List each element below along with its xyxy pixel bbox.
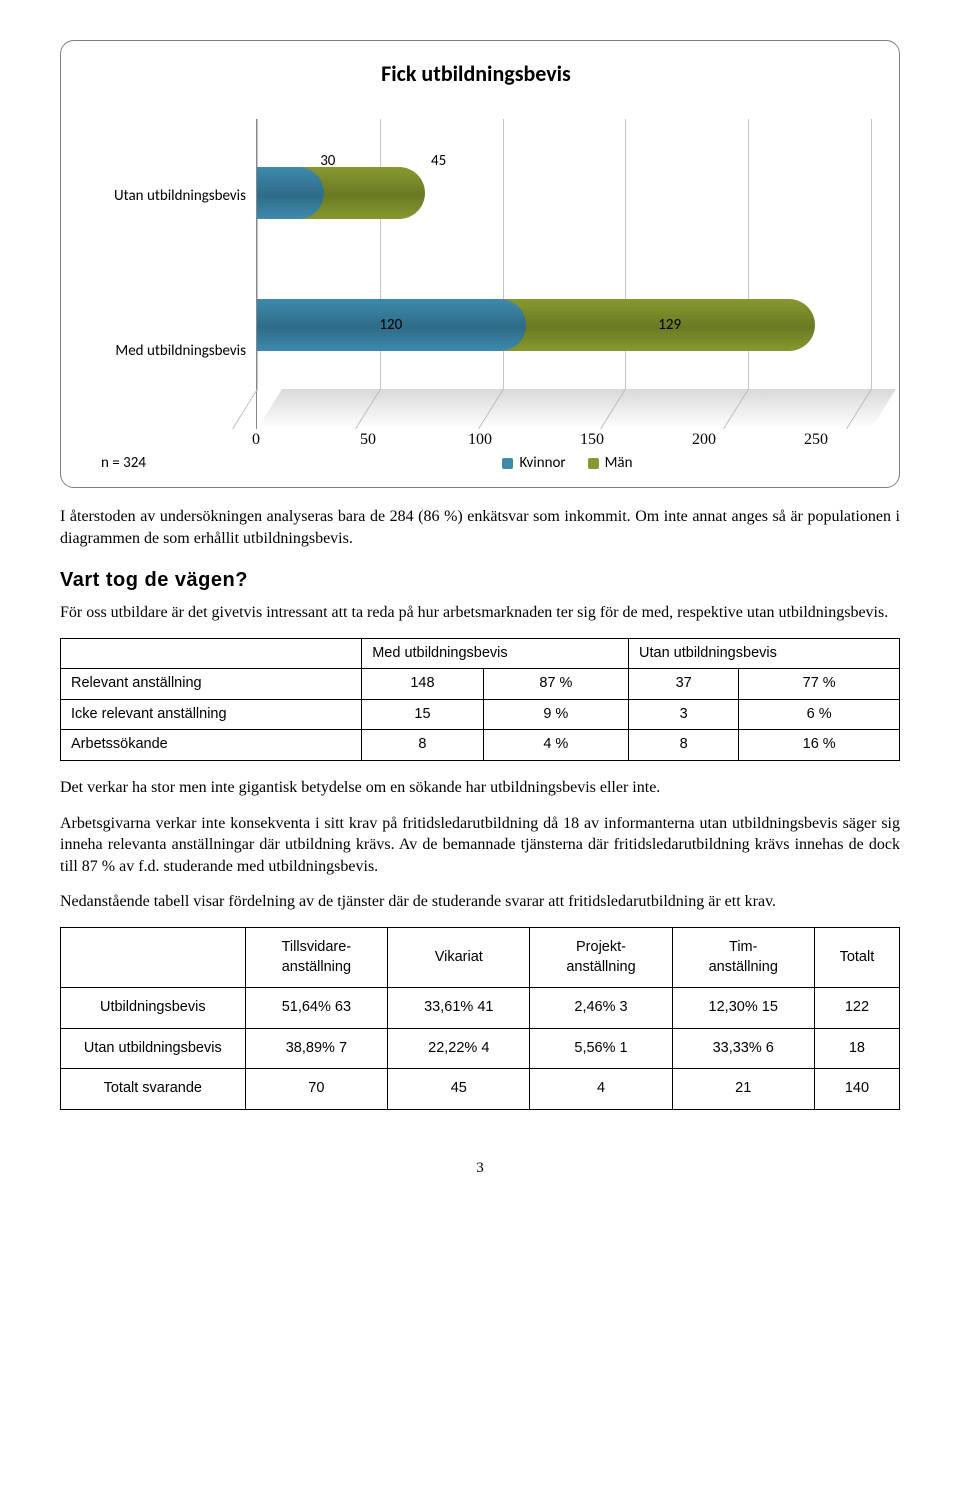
bar-segment-kvinnor	[257, 167, 324, 219]
table-cell: 77 %	[739, 669, 900, 700]
table-cell: 22,22% 4	[388, 1028, 530, 1069]
gridline	[871, 119, 872, 389]
th-blank	[61, 638, 362, 669]
page-number: 3	[60, 1158, 900, 1178]
paragraph-utbildare: För oss utbildare är det givetvis intres…	[60, 602, 900, 624]
swatch-man	[588, 458, 599, 469]
table-cell: 5,56% 1	[530, 1028, 672, 1069]
table-cell: 8	[629, 730, 739, 761]
table-cell: 70	[245, 1069, 388, 1110]
table-cell: 148	[362, 669, 483, 700]
th	[61, 927, 246, 987]
table-cell: Utbildningsbevis	[61, 988, 246, 1029]
table-cell: Arbetssökande	[61, 730, 362, 761]
x-tick: 250	[804, 429, 828, 451]
table-cell: 18	[814, 1028, 899, 1069]
table-cell: 87 %	[483, 669, 628, 700]
table-cell: 33,61% 41	[388, 988, 530, 1029]
table-cell: 38,89% 7	[245, 1028, 388, 1069]
legend-item-man: Män	[588, 453, 633, 473]
table-cell: 21	[672, 1069, 814, 1110]
table-cell: 15	[362, 699, 483, 730]
legend-label-man: Män	[605, 454, 633, 472]
bar-value-man: 45	[431, 151, 446, 171]
table-cell: 122	[814, 988, 899, 1029]
paragraph-nedanstaende: Nedanstående tabell visar fördelning av …	[60, 891, 900, 913]
paragraph-betydelse: Det verkar ha stor men inte gigantisk be…	[60, 777, 900, 799]
table-cell: 51,64% 63	[245, 988, 388, 1029]
th: Totalt	[814, 927, 899, 987]
table-cell: Totalt svarande	[61, 1069, 246, 1110]
table-cell: Utan utbildningsbevis	[61, 1028, 246, 1069]
y-axis-labels: Utan utbildningsbevis Med utbildningsbev…	[81, 119, 256, 429]
th: Projekt-anställning	[530, 927, 672, 987]
swatch-kvinnor	[502, 458, 513, 469]
table-cell: 6 %	[739, 699, 900, 730]
table-cell: 4 %	[483, 730, 628, 761]
bar-value-kvinnor: 30	[320, 151, 335, 171]
table-anstallning: Med utbildningsbevisUtan utbildningsbevi…	[60, 638, 900, 761]
chart-title: Fick utbildningsbevis	[81, 59, 871, 89]
chart-body: Utan utbildningsbevis Med utbildningsbev…	[81, 119, 871, 429]
th: Tim-anställning	[672, 927, 814, 987]
table-cell: 9 %	[483, 699, 628, 730]
y-label-1: Med utbildningsbevis	[81, 311, 246, 391]
th: Tillsvidare-anställning	[245, 927, 388, 987]
y-label-0: Utan utbildningsbevis	[81, 156, 246, 236]
table-cell: 8	[362, 730, 483, 761]
paragraph-intro: I återstoden av undersökningen analysera…	[60, 506, 900, 549]
table-cell: 140	[814, 1069, 899, 1110]
bar-value-kvinnor: 120	[379, 315, 402, 335]
heading-vart-tog: Vart tog de vägen?	[60, 567, 900, 594]
table-fordelning: Tillsvidare-anställningVikariatProjekt-a…	[60, 927, 900, 1110]
legend-item-kvinnor: Kvinnor	[502, 453, 565, 473]
table-cell: 4	[530, 1069, 672, 1110]
paragraph-arbetsgivarna: Arbetsgivarna verkar inte konsekventa i …	[60, 813, 900, 878]
x-tick: 50	[360, 429, 376, 451]
table-cell: 37	[629, 669, 739, 700]
th-utan: Utan utbildningsbevis	[629, 638, 900, 669]
table-cell: 16 %	[739, 730, 900, 761]
legend-label-kvinnor: Kvinnor	[519, 454, 565, 472]
chart-frame: Fick utbildningsbevis Utan utbildningsbe…	[60, 40, 900, 488]
table-cell: 3	[629, 699, 739, 730]
table-cell: 33,33% 6	[672, 1028, 814, 1069]
x-tick: 200	[692, 429, 716, 451]
bar-value-man: 129	[658, 315, 681, 335]
legend-row: n = 324 Kvinnor Män	[101, 453, 871, 473]
th: Vikariat	[388, 927, 530, 987]
table-cell: 2,46% 3	[530, 988, 672, 1029]
x-axis: 050100150200250	[256, 429, 816, 449]
x-tick: 150	[580, 429, 604, 451]
x-tick: 0	[252, 429, 260, 451]
table-cell: Relevant anställning	[61, 669, 362, 700]
table-cell: 45	[388, 1069, 530, 1110]
table-cell: 12,30% 15	[672, 988, 814, 1029]
plot-floor	[257, 389, 896, 429]
th-med: Med utbildningsbevis	[362, 638, 629, 669]
n-label: n = 324	[101, 453, 146, 473]
plot-area: 30 45 120 129	[256, 119, 871, 429]
table-cell: Icke relevant anställning	[61, 699, 362, 730]
x-tick: 100	[468, 429, 492, 451]
